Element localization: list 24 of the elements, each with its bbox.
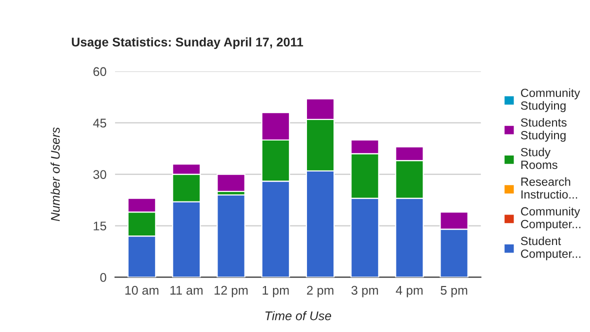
bar: [216, 174, 246, 192]
y-axis-title: Number of Users: [50, 127, 60, 222]
x-tick-label: 5 pm: [440, 286, 468, 298]
legend-label: Study Rooms: [520, 148, 558, 170]
y-tick-label: 60: [93, 67, 106, 76]
bar: [216, 194, 246, 278]
y-tick-label: 30: [93, 170, 106, 179]
x-tick-label: 11 am: [170, 286, 203, 295]
x-tick-label: 10 am: [125, 286, 158, 295]
legend-label: Student Computer...: [520, 236, 580, 260]
x-axis-title: Time of Use: [265, 311, 332, 320]
legend-label: Research Instructio...: [521, 177, 578, 199]
legend-label: Community Studying: [520, 88, 580, 112]
y-tick-label: 45: [93, 118, 106, 128]
legend-label: Community Computer...: [520, 206, 580, 231]
x-tick-label: 2 pm: [306, 286, 334, 298]
y-tick-label: 15: [94, 222, 106, 230]
x-tick-label: 12 pm: [214, 286, 248, 298]
x-tick-label: 4 pm: [396, 286, 423, 298]
x-tick-label: 3 pm: [351, 286, 378, 298]
chart-title: Usage Statistics: Sunday April 17, 2011: [72, 37, 304, 50]
legend-label: Students Studying: [520, 118, 567, 142]
x-tick-label: 1 pm: [262, 286, 289, 298]
y-tick-label: 0: [100, 273, 106, 282]
